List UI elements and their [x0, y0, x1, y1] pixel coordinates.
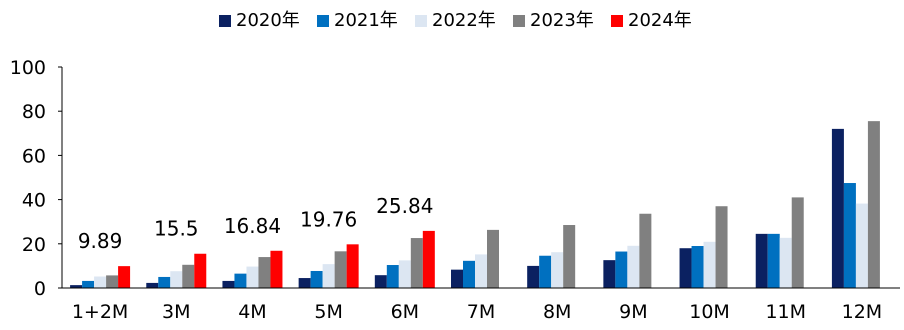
data-label: 9.89 [78, 229, 123, 253]
x-tick-label: 1+2M [72, 301, 129, 323]
x-tick-label: 7M [467, 301, 495, 323]
x-tick-label: 9M [619, 301, 647, 323]
bar [270, 250, 283, 288]
legend-label: 2024年 [628, 10, 692, 31]
x-tick-label: 12M [842, 301, 883, 323]
data-label: 25.84 [376, 194, 433, 218]
bar [234, 273, 247, 288]
bar [82, 280, 95, 288]
bar [222, 280, 235, 288]
legend-swatch [611, 15, 623, 27]
x-tick-label: 11M [765, 301, 806, 323]
bar [679, 248, 692, 288]
x-tick-label: 6M [391, 301, 419, 323]
bar [463, 260, 475, 288]
data-labels: 9.89 15.5 16.84 19.76 25.84 [78, 194, 434, 253]
bar [170, 271, 183, 288]
y-tick-label: 40 [22, 190, 46, 212]
bar [703, 241, 716, 288]
legend: 2020年 2021年 2022年 2023年 2024年 [219, 10, 692, 31]
bar [310, 270, 323, 288]
bar [334, 251, 347, 288]
x-axis: 1+2M 3M 4M 5M 6M 7M 8M 9M 10M 11M 12M [62, 287, 900, 323]
x-tick-label: 4M [238, 301, 266, 323]
bar [603, 260, 616, 288]
bar [422, 230, 435, 288]
x-tick-label: 10M [689, 301, 730, 323]
bar [451, 269, 463, 288]
bar [867, 121, 880, 289]
legend-swatch [513, 15, 525, 27]
bar [246, 266, 259, 288]
bar [755, 233, 768, 288]
bar [298, 278, 311, 288]
y-axis: 0 20 40 60 80 100 [10, 57, 63, 300]
bar [539, 255, 552, 288]
bar [182, 264, 195, 288]
bar [475, 254, 487, 288]
bar [779, 237, 792, 288]
bar [346, 244, 359, 288]
legend-swatch [415, 15, 427, 27]
legend-label: 2023年 [530, 10, 594, 31]
y-tick-label: 100 [10, 57, 46, 79]
y-tick-label: 20 [22, 234, 46, 256]
bar [551, 252, 564, 288]
x-tick-label: 3M [162, 301, 190, 323]
bar [194, 253, 207, 288]
bar [527, 265, 540, 288]
bar [398, 260, 411, 288]
bar [374, 275, 387, 288]
bar [843, 183, 856, 288]
bar [410, 238, 423, 288]
legend-label: 2021年 [334, 10, 398, 31]
bar [158, 276, 171, 288]
legend-label: 2020年 [236, 10, 300, 31]
bar [146, 282, 159, 288]
bar [791, 197, 804, 288]
legend-swatch [317, 15, 329, 27]
y-tick-label: 60 [22, 145, 46, 167]
bar [70, 285, 83, 288]
bar [855, 203, 868, 288]
bar [639, 213, 652, 288]
y-tick-label: 0 [34, 278, 46, 300]
data-label: 15.5 [154, 217, 199, 241]
bar [322, 264, 335, 288]
bar [627, 245, 640, 288]
bar [615, 251, 628, 288]
bar [831, 128, 844, 288]
data-label: 19.76 [300, 207, 357, 231]
bar [767, 233, 780, 288]
bar [386, 265, 399, 288]
bars [70, 121, 880, 289]
x-tick-label: 8M [543, 301, 571, 323]
bar [715, 206, 728, 288]
bar [106, 275, 119, 288]
bar [691, 246, 704, 288]
data-label: 16.84 [224, 214, 281, 238]
bar [94, 276, 107, 288]
bar [118, 266, 131, 288]
bar [563, 225, 576, 288]
bar [487, 229, 499, 288]
x-tick-label: 5M [314, 301, 342, 323]
legend-swatch [219, 15, 231, 27]
bar [258, 257, 271, 288]
y-tick-label: 80 [22, 101, 46, 123]
legend-label: 2022年 [432, 10, 496, 31]
